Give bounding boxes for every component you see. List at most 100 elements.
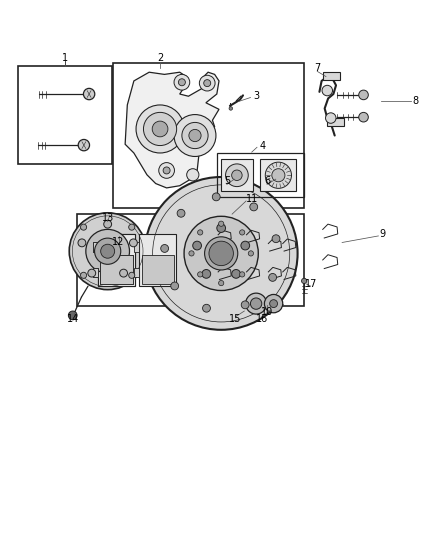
Circle shape bbox=[199, 75, 215, 91]
Circle shape bbox=[193, 241, 201, 250]
Circle shape bbox=[205, 237, 238, 270]
Circle shape bbox=[95, 238, 121, 264]
Text: 4: 4 bbox=[260, 141, 266, 151]
Circle shape bbox=[159, 163, 174, 179]
Circle shape bbox=[163, 167, 170, 174]
Circle shape bbox=[265, 294, 283, 313]
Circle shape bbox=[212, 193, 220, 201]
Bar bbox=[92, 243, 98, 252]
Bar bbox=[217, 153, 304, 197]
Circle shape bbox=[81, 224, 87, 230]
Text: 16: 16 bbox=[256, 314, 268, 324]
Circle shape bbox=[178, 79, 185, 86]
Circle shape bbox=[241, 301, 249, 309]
Circle shape bbox=[248, 251, 254, 256]
Circle shape bbox=[301, 278, 307, 284]
Circle shape bbox=[78, 140, 89, 151]
Circle shape bbox=[246, 293, 267, 314]
Circle shape bbox=[174, 115, 216, 157]
Text: 15: 15 bbox=[230, 314, 242, 324]
Bar bbox=[92, 243, 98, 252]
Circle shape bbox=[272, 169, 285, 182]
Circle shape bbox=[198, 272, 203, 277]
Bar bbox=[92, 268, 98, 277]
Circle shape bbox=[272, 235, 280, 243]
Bar bbox=[113, 63, 304, 207]
Circle shape bbox=[171, 282, 179, 290]
Circle shape bbox=[177, 209, 185, 217]
Text: 10: 10 bbox=[261, 308, 273, 317]
Text: 2: 2 bbox=[157, 53, 163, 63]
Bar bbox=[141, 255, 174, 284]
Circle shape bbox=[145, 177, 297, 330]
Circle shape bbox=[240, 230, 245, 235]
Text: 14: 14 bbox=[67, 314, 79, 324]
Circle shape bbox=[265, 162, 291, 188]
Text: 17: 17 bbox=[304, 279, 317, 289]
Circle shape bbox=[268, 273, 276, 281]
Circle shape bbox=[88, 269, 95, 277]
Circle shape bbox=[187, 169, 199, 181]
Text: 8: 8 bbox=[413, 96, 419, 107]
Bar bbox=[323, 72, 339, 79]
Bar bbox=[134, 268, 139, 277]
Text: 7: 7 bbox=[314, 63, 320, 73]
Circle shape bbox=[232, 270, 240, 278]
Text: 13: 13 bbox=[102, 214, 114, 223]
Text: 1: 1 bbox=[62, 53, 68, 63]
Bar bbox=[18, 66, 112, 164]
Circle shape bbox=[226, 164, 248, 187]
Circle shape bbox=[69, 213, 146, 289]
Circle shape bbox=[78, 239, 86, 247]
Circle shape bbox=[202, 304, 210, 312]
Bar bbox=[134, 243, 139, 252]
Text: 12: 12 bbox=[113, 238, 125, 247]
Circle shape bbox=[136, 105, 184, 153]
Circle shape bbox=[241, 241, 250, 250]
Circle shape bbox=[104, 220, 112, 228]
Circle shape bbox=[152, 121, 168, 137]
Polygon shape bbox=[125, 72, 219, 188]
Circle shape bbox=[86, 229, 130, 273]
Circle shape bbox=[174, 75, 190, 90]
Circle shape bbox=[209, 241, 233, 265]
Circle shape bbox=[204, 79, 211, 87]
Bar bbox=[100, 255, 133, 284]
Circle shape bbox=[68, 311, 77, 320]
Circle shape bbox=[189, 130, 201, 142]
Circle shape bbox=[161, 245, 169, 253]
Bar bbox=[77, 214, 304, 306]
Text: 5: 5 bbox=[224, 176, 230, 187]
Circle shape bbox=[250, 203, 258, 211]
Bar bbox=[139, 234, 177, 286]
Circle shape bbox=[217, 224, 226, 232]
Circle shape bbox=[144, 112, 177, 146]
Circle shape bbox=[189, 251, 194, 256]
Circle shape bbox=[83, 88, 95, 100]
Circle shape bbox=[120, 269, 127, 277]
Circle shape bbox=[219, 280, 224, 286]
Circle shape bbox=[101, 244, 115, 258]
Bar bbox=[98, 234, 135, 286]
Text: 6: 6 bbox=[264, 176, 270, 187]
Text: 11: 11 bbox=[246, 194, 258, 204]
Circle shape bbox=[325, 113, 336, 123]
Circle shape bbox=[219, 221, 224, 227]
Circle shape bbox=[202, 270, 211, 278]
Circle shape bbox=[81, 272, 87, 278]
Circle shape bbox=[130, 239, 138, 247]
Bar bbox=[221, 159, 253, 191]
Circle shape bbox=[270, 300, 278, 308]
Circle shape bbox=[240, 272, 245, 277]
Circle shape bbox=[322, 85, 332, 96]
Circle shape bbox=[182, 123, 208, 149]
Circle shape bbox=[359, 90, 368, 100]
Circle shape bbox=[359, 112, 368, 122]
Bar bbox=[327, 118, 344, 126]
Bar bbox=[261, 159, 296, 191]
Circle shape bbox=[229, 107, 233, 110]
Bar bbox=[100, 255, 133, 284]
Bar bbox=[92, 268, 98, 277]
Circle shape bbox=[198, 230, 203, 235]
Bar bbox=[98, 234, 135, 286]
